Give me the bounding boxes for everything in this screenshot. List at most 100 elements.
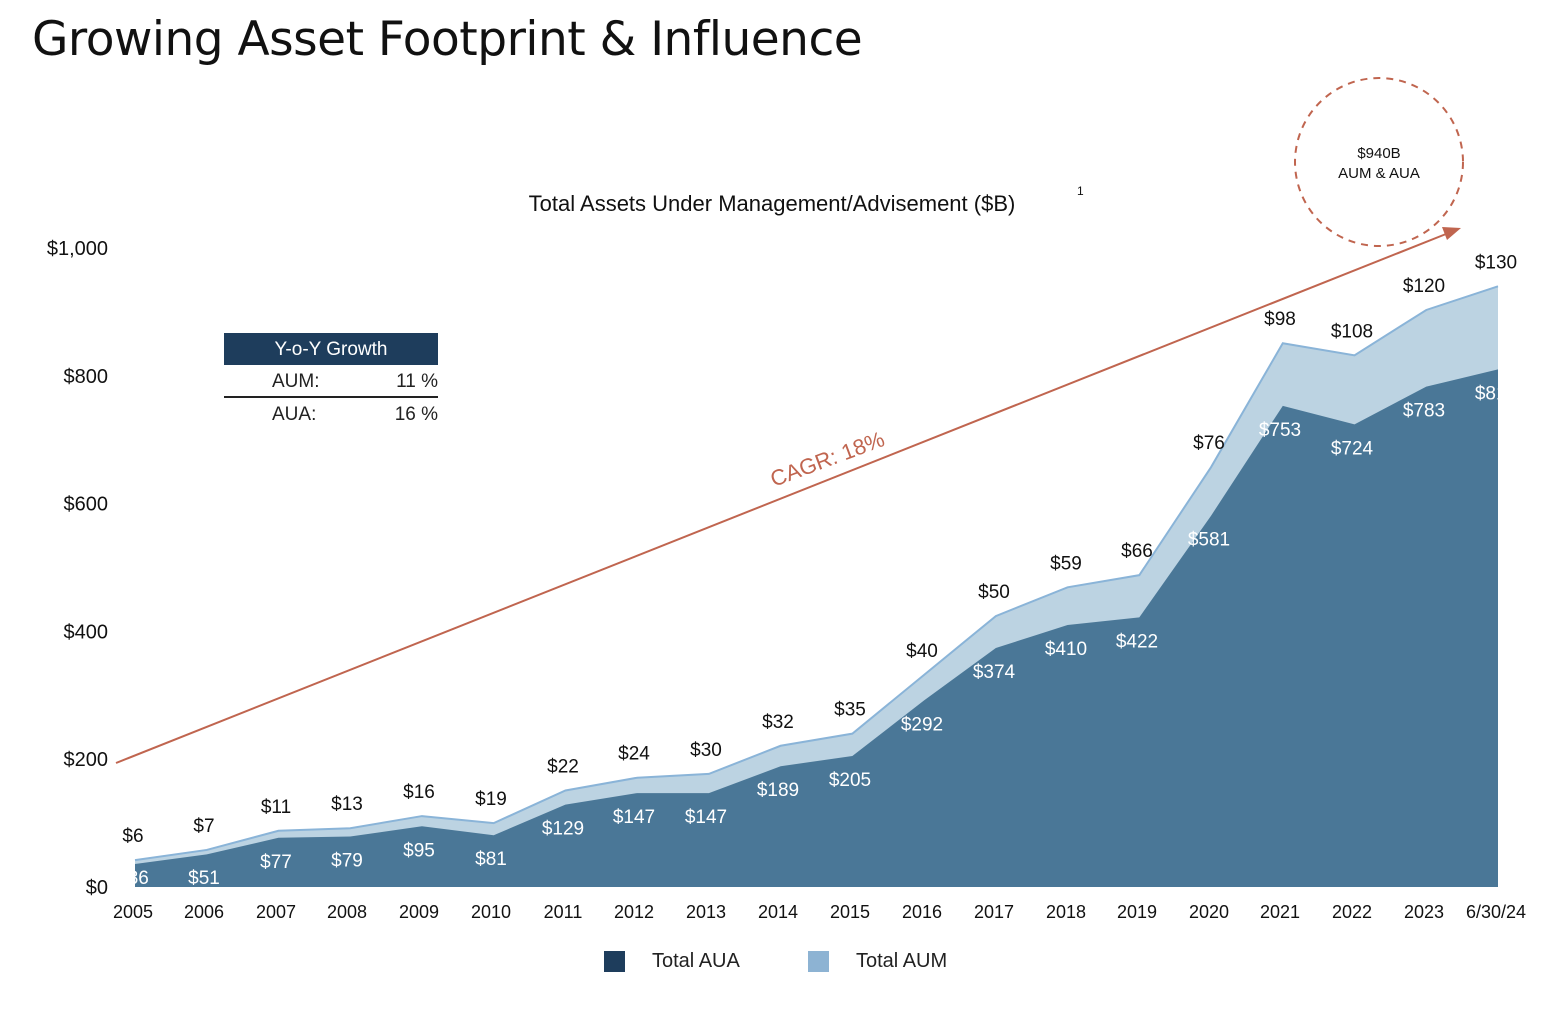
- aua-value-label: $81: [475, 849, 507, 870]
- aua-value-labels: $36 $51 $77 $79 $95 $81 $129 $147 $147 $189 $205 $2…: [117, 383, 1517, 889]
- y-tick-label: $400: [64, 621, 109, 643]
- callout-circle: [1294, 77, 1464, 247]
- legend-item-aum: Total AUM: [808, 950, 947, 973]
- areas: [134, 285, 1499, 888]
- x-tick-label: 2008: [327, 902, 367, 922]
- aua-value-label: $422: [1116, 631, 1158, 652]
- aua-value-label: $581: [1188, 530, 1230, 551]
- legend-label: Total AUM: [856, 950, 948, 972]
- aum-value-label: $13: [331, 794, 363, 815]
- legend-label: Total AUA: [652, 950, 740, 972]
- cagr-trend-line: [115, 227, 1461, 764]
- y-tick-label: $200: [64, 749, 109, 771]
- x-tick-label: 2007: [256, 902, 296, 922]
- page-title: Growing Asset Footprint & Influence: [32, 12, 863, 67]
- aum-value-label: $16: [403, 782, 435, 803]
- aua-value-label: $95: [403, 840, 435, 861]
- aum-value-label: $6: [122, 826, 143, 847]
- chart-title-text: Total Assets Under Management/Advisement…: [529, 191, 1016, 216]
- trend-line: [115, 233, 1447, 764]
- aum-value-label: $98: [1264, 309, 1296, 330]
- aum-value-label: $120: [1403, 276, 1445, 297]
- yoy-growth-table: Y-o-Y Growth AUM: 11 % AUA: 16 %: [224, 333, 438, 429]
- callout-line2: AUM & AUA: [1338, 165, 1420, 182]
- aua-area: [135, 369, 1498, 887]
- aua-value-label: $205: [829, 770, 871, 791]
- x-tick-label: 2012: [614, 902, 654, 922]
- yoy-growth-label: AUA:: [272, 404, 317, 425]
- x-tick-label: 2023: [1404, 902, 1444, 922]
- x-tick-label: 2013: [686, 902, 726, 922]
- x-tick-label: 2005: [113, 902, 153, 922]
- x-axis: 2005 2006 2007 2008 2009 2010 2011 2012 2013 2014…: [113, 902, 1526, 922]
- x-tick-label: 2006: [184, 902, 224, 922]
- aum-top-line: [134, 285, 1499, 862]
- aua-value-label: $147: [613, 807, 655, 828]
- aum-value-label: $108: [1331, 321, 1373, 342]
- aum-value-label: $32: [762, 712, 794, 733]
- aum-value-label: $7: [193, 816, 214, 837]
- x-tick-label: 2015: [830, 902, 870, 922]
- x-tick-label: 2018: [1046, 902, 1086, 922]
- aum-value-label: $76: [1193, 433, 1225, 454]
- yoy-growth-row-aua: AUA: 16 %: [224, 398, 438, 429]
- x-tick-label: 6/30/24: [1466, 902, 1526, 922]
- aum-value-label: $22: [547, 757, 579, 778]
- x-tick-label: 2020: [1189, 902, 1229, 922]
- chart-title-footnote: 1: [1077, 184, 1084, 198]
- cagr-label: CAGR: 18%: [767, 426, 888, 491]
- x-tick-label: 2022: [1332, 902, 1372, 922]
- y-tick-label: $0: [86, 877, 108, 899]
- x-tick-label: 2014: [758, 902, 798, 922]
- x-tick-label: 2021: [1260, 902, 1300, 922]
- y-axis: $0 $200 $400 $600 $800 $1,000: [47, 238, 108, 899]
- aua-value-label: $292: [901, 714, 943, 735]
- aum-value-label: $24: [618, 744, 650, 765]
- aua-value-label: $410: [1045, 639, 1087, 660]
- x-tick-label: 2019: [1117, 902, 1157, 922]
- aum-value-label: $11: [261, 797, 291, 818]
- legend-swatch-aum: [808, 951, 829, 972]
- aum-value-label: $50: [978, 582, 1010, 603]
- x-tick-label: 2017: [974, 902, 1014, 922]
- y-tick-label: $800: [64, 366, 109, 388]
- aum-value-labels: $6 $7 $11 $13 $16 $19 $22 $24 $30 $32 $35 $40 $50 $59…: [122, 252, 1517, 847]
- aua-value-label: $77: [260, 852, 292, 873]
- aum-value-label: $66: [1121, 541, 1153, 562]
- aum-value-label: $19: [475, 789, 507, 810]
- legend: Total AUA Total AUM: [0, 950, 1552, 980]
- aua-value-label: $79: [331, 851, 363, 872]
- yoy-growth-row-aum: AUM: 11 %: [224, 365, 438, 398]
- legend-item-aua: Total AUA: [604, 950, 740, 973]
- aum-value-label: $35: [834, 700, 866, 721]
- x-tick-label: 2009: [399, 902, 439, 922]
- y-tick-label: $600: [64, 494, 109, 516]
- chart-title: Total Assets Under Management/Advisement…: [529, 191, 1016, 216]
- aua-value-label: $374: [973, 662, 1016, 683]
- yoy-growth-value: 16 %: [394, 404, 438, 425]
- yoy-growth-value: 11 %: [396, 371, 438, 392]
- aum-value-label: $130: [1475, 252, 1517, 273]
- aua-value-label: $36: [117, 868, 149, 889]
- legend-swatch-aua: [604, 951, 625, 972]
- yoy-growth-label: AUM:: [272, 371, 320, 392]
- aua-value-label: $724: [1331, 438, 1374, 459]
- trend-arrowhead: [1442, 227, 1461, 240]
- aua-value-label: $783: [1403, 401, 1445, 422]
- aua-value-label: $147: [685, 807, 727, 828]
- y-tick-label: $1,000: [47, 238, 108, 260]
- aua-value-label: $51: [188, 868, 220, 889]
- callout-line1: $940B: [1357, 145, 1400, 162]
- aum-value-label: $40: [906, 641, 938, 662]
- aum-value-label: $30: [690, 740, 722, 761]
- aua-value-label: $129: [542, 819, 584, 840]
- aum-value-label: $59: [1050, 553, 1082, 574]
- x-tick-label: 2016: [902, 902, 942, 922]
- aua-value-label: $810: [1475, 383, 1517, 404]
- x-tick-label: 2010: [471, 902, 511, 922]
- aua-value-label: $189: [757, 780, 799, 801]
- yoy-growth-header: Y-o-Y Growth: [224, 333, 438, 365]
- x-tick-label: 2011: [544, 902, 583, 922]
- aua-value-label: $753: [1259, 420, 1301, 441]
